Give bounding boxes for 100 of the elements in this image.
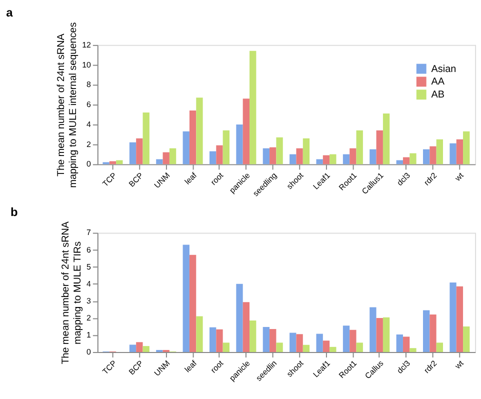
bar <box>436 342 444 352</box>
y-tick-label: 0 <box>86 160 92 169</box>
bar <box>156 350 163 352</box>
bar <box>142 112 150 164</box>
bar <box>162 152 170 164</box>
legend-label: AB <box>431 90 445 101</box>
bar <box>162 350 170 352</box>
bar <box>276 342 283 352</box>
bar <box>169 148 176 164</box>
bar <box>216 145 223 164</box>
bar <box>302 138 310 164</box>
bar <box>322 340 330 352</box>
bar <box>382 317 390 352</box>
y-tick-label: 6 <box>86 100 92 110</box>
bar <box>196 98 203 164</box>
bar <box>196 316 203 352</box>
bar <box>116 160 123 164</box>
bar <box>129 344 136 352</box>
bar <box>450 143 456 164</box>
bar <box>222 130 230 164</box>
bar <box>330 346 336 352</box>
bar <box>396 160 403 164</box>
bar <box>342 326 350 352</box>
bar <box>209 151 216 164</box>
bar <box>182 244 190 352</box>
bar <box>356 342 363 352</box>
bar <box>262 326 270 352</box>
bar <box>402 157 410 164</box>
bar <box>276 137 283 164</box>
bar <box>302 344 310 352</box>
legend-label: AA <box>431 76 445 88</box>
bar <box>109 161 116 164</box>
y-tick-label: 2 <box>86 313 92 322</box>
bar <box>410 153 416 164</box>
bar <box>182 131 190 164</box>
bar <box>382 114 390 164</box>
bar <box>430 146 436 164</box>
bar <box>356 130 363 164</box>
bar <box>270 329 276 352</box>
y-axis-title: The mean number of 24nt sRNA mapping to MULE TIRs <box>60 221 84 364</box>
bar <box>270 147 276 164</box>
bar <box>316 334 323 352</box>
bar <box>316 159 323 164</box>
bar <box>129 142 136 164</box>
bar <box>410 348 416 352</box>
bar <box>296 148 303 164</box>
y-tick-label: 10 <box>82 60 92 70</box>
bar <box>376 318 383 352</box>
bar <box>136 342 143 352</box>
y-tick-label: 7 <box>86 228 92 238</box>
bar <box>322 155 330 164</box>
bar <box>422 149 430 164</box>
bar <box>456 286 464 352</box>
bar <box>250 320 256 352</box>
bar <box>296 334 303 352</box>
bar <box>450 282 456 352</box>
y-tick-label: 5 <box>86 262 92 272</box>
y-axis-title: The mean number of 24nt sRNA mapping to MULE internal sequences <box>56 22 80 188</box>
text: b <box>10 204 18 219</box>
bar <box>370 149 376 164</box>
bar <box>436 139 444 164</box>
bar <box>216 329 223 352</box>
y-tick-label: 6 <box>86 245 92 254</box>
bar <box>402 336 410 352</box>
bar <box>350 330 356 352</box>
bar <box>456 139 464 164</box>
bar <box>222 342 230 352</box>
bar <box>376 130 383 164</box>
bar <box>142 346 150 352</box>
y-tick-label: 8 <box>86 80 92 90</box>
y-tick-label: 3 <box>86 296 92 306</box>
bar <box>236 284 243 352</box>
y-tick-label: 1 <box>86 330 92 340</box>
y-tick-label: 4 <box>86 279 92 288</box>
bar <box>290 332 296 352</box>
bar <box>242 302 250 352</box>
y-tick-label: 2 <box>86 140 92 149</box>
bar <box>236 124 243 164</box>
bar <box>422 310 430 352</box>
text: a <box>6 6 14 20</box>
bar <box>209 327 216 352</box>
bar <box>396 334 403 352</box>
bar <box>290 154 296 164</box>
bar <box>430 314 436 352</box>
bar <box>370 307 376 352</box>
bar <box>189 110 196 164</box>
bar <box>136 138 143 164</box>
y-tick-label: 0 <box>86 348 92 357</box>
bar <box>250 50 256 164</box>
bar <box>262 148 270 164</box>
bar <box>330 154 336 164</box>
bar <box>242 98 250 164</box>
legend-label: Asian <box>431 64 456 75</box>
bar <box>463 326 470 352</box>
bar <box>156 159 163 164</box>
bar <box>189 254 196 352</box>
y-tick-label: 4 <box>86 120 92 129</box>
bar <box>350 148 356 164</box>
bar <box>463 131 470 164</box>
bar <box>342 154 350 164</box>
